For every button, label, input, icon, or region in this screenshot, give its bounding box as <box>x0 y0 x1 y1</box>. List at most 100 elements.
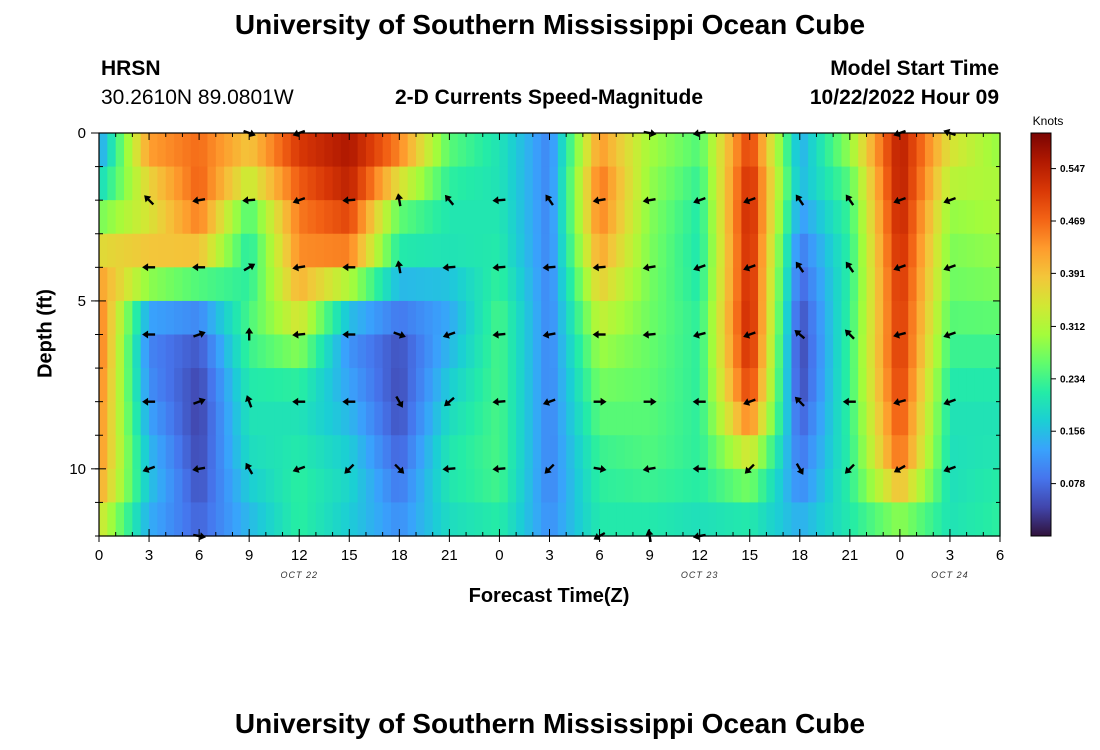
heatmap-cell <box>591 435 601 470</box>
heatmap-cell <box>157 435 167 470</box>
heatmap-cell <box>908 468 918 504</box>
heatmap-cell <box>449 200 459 235</box>
current-arrow <box>394 463 405 474</box>
heatmap-cell <box>916 200 926 235</box>
heatmap-cell <box>774 300 784 336</box>
heatmap-cell <box>749 200 759 235</box>
heatmap-cell <box>382 401 392 436</box>
heatmap-cell <box>983 133 993 168</box>
heatmap-cell <box>983 200 993 235</box>
current-arrow <box>544 463 555 474</box>
heatmap-cell <box>174 166 184 201</box>
heatmap-cell <box>516 233 526 268</box>
heatmap-cell <box>824 368 834 403</box>
heatmap-cell <box>874 300 884 336</box>
heatmap-cell <box>666 468 676 504</box>
current-arrow <box>395 395 404 408</box>
heatmap-cell <box>441 435 450 470</box>
heatmap-cell <box>691 334 701 369</box>
heatmap-cell <box>657 133 667 168</box>
heatmap-cell <box>532 166 542 201</box>
heatmap-cell <box>282 435 292 470</box>
heatmap-cell <box>599 502 609 537</box>
heatmap-cell <box>165 334 175 369</box>
heatmap-cell <box>858 267 868 302</box>
heatmap-cell <box>958 401 968 436</box>
heatmap-cell <box>582 368 592 403</box>
heatmap-cell <box>733 401 742 436</box>
heatmap-cell <box>99 502 108 537</box>
heatmap-cell <box>632 233 642 268</box>
heatmap-cell <box>315 334 325 369</box>
current-arrow-head <box>248 263 256 271</box>
heatmap-cell <box>449 334 459 369</box>
heatmap-cell <box>766 435 776 470</box>
current-arrow-head <box>893 330 900 339</box>
heatmap-cell <box>974 368 984 403</box>
heatmap-cell <box>966 166 976 201</box>
heatmap-cell <box>432 468 442 504</box>
current-vectors <box>142 128 956 543</box>
heatmap-cell <box>115 267 125 302</box>
heatmap-cell <box>958 267 968 302</box>
heatmap-cell <box>315 368 325 403</box>
heatmap-cell <box>324 468 334 504</box>
heatmap-cell <box>124 166 133 201</box>
heatmap-cell <box>507 502 517 537</box>
heatmap-cell <box>866 166 876 201</box>
heatmap-cell <box>399 133 409 168</box>
heatmap-cell <box>324 267 334 302</box>
heatmap-cell <box>215 401 225 436</box>
heatmap-cell <box>407 267 417 302</box>
heatmap-cell <box>891 502 901 537</box>
current-arrow <box>845 194 855 206</box>
heatmap-cell <box>407 435 417 470</box>
heatmap-cell <box>399 401 409 436</box>
current-arrow <box>142 397 156 406</box>
heatmap-cell <box>240 368 250 403</box>
heatmap-cell <box>149 300 158 336</box>
heatmap-cell <box>766 401 776 436</box>
current-arrow-head <box>743 263 751 272</box>
heatmap-cell <box>532 502 542 537</box>
heatmap-cell <box>482 468 492 504</box>
heatmap-cell <box>390 334 400 369</box>
heatmap-cell <box>365 468 375 504</box>
heatmap-cell <box>532 200 542 235</box>
heatmap-cell <box>641 401 651 436</box>
heatmap-cell <box>883 334 893 369</box>
heatmap-cell <box>641 435 651 470</box>
x-tick-label: 12 <box>291 547 308 564</box>
heatmap-cell <box>165 300 175 336</box>
heatmap-cell <box>724 133 734 168</box>
heatmap-cell <box>374 233 384 268</box>
heatmap-cell <box>157 300 167 336</box>
heatmap-cell <box>332 267 342 302</box>
current-arrow-head <box>943 465 951 473</box>
heatmap-cell <box>666 334 676 369</box>
heatmap-cell <box>365 267 375 302</box>
heatmap-cell <box>674 502 684 537</box>
heatmap-cell <box>215 334 225 369</box>
heatmap-cell <box>99 233 108 268</box>
heatmap-cell <box>716 502 726 537</box>
heatmap-cell <box>432 200 442 235</box>
heatmap-cell <box>974 200 984 235</box>
heatmap-cell <box>899 166 909 201</box>
heatmap-cell <box>407 368 417 403</box>
heatmap-cell <box>849 468 859 504</box>
x-tick-label: 3 <box>545 547 553 564</box>
heatmap-cell <box>766 502 776 537</box>
heatmap-cell <box>390 166 400 201</box>
heatmap-cell <box>265 334 275 369</box>
heatmap-cell <box>624 435 634 470</box>
current-arrow-head <box>492 397 499 406</box>
heatmap-cell <box>899 200 909 235</box>
plot-title: 2-D Currents Speed-Magnitude <box>394 86 704 109</box>
heatmap-cell <box>524 133 534 168</box>
heatmap-cell <box>983 502 993 537</box>
heatmap-cell <box>174 300 184 336</box>
heatmap-cell <box>257 334 267 369</box>
